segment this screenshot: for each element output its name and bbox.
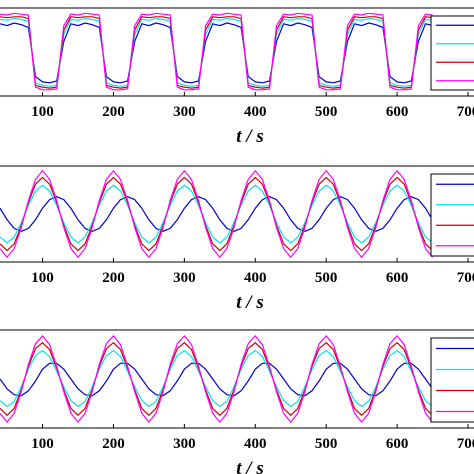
- legend-box: [430, 337, 474, 423]
- x-axis-label: t / s: [236, 292, 263, 313]
- series-line: [0, 341, 433, 417]
- x-tick-label: 200: [102, 270, 125, 286]
- x-tick-label: 300: [173, 270, 196, 286]
- series-line: [0, 196, 434, 232]
- x-tick-label: 700: [457, 270, 474, 286]
- x-tick-label: 300: [173, 104, 196, 120]
- series-line: [0, 17, 433, 87]
- x-tick-label: 400: [244, 270, 267, 286]
- series-line: [0, 334, 433, 424]
- series-line: [0, 169, 433, 259]
- x-tick-label: 500: [315, 270, 338, 286]
- series-line: [0, 362, 433, 397]
- x-tick-label: 200: [102, 104, 125, 120]
- x-tick-label: 400: [244, 436, 267, 452]
- x-axis-label: t / s: [236, 126, 263, 147]
- x-tick-label: 700: [457, 104, 474, 120]
- series-line: [0, 16, 433, 89]
- x-tick-label: 100: [31, 270, 54, 286]
- panel: 100 200 300 400 500 600 700 t / s: [0, 7, 474, 147]
- series-line: [0, 12, 433, 91]
- panel: 100 200 300 400 500 600 700 t / s: [0, 165, 474, 313]
- x-tick-label: 600: [386, 270, 409, 286]
- series-line: [0, 176, 433, 252]
- x-tick-label: 100: [31, 104, 54, 120]
- x-tick-label: 700: [457, 436, 474, 452]
- x-tick-label: 600: [386, 436, 409, 452]
- x-tick-label: 200: [102, 436, 125, 452]
- x-tick-label: 500: [315, 104, 338, 120]
- x-tick-label: 600: [386, 104, 409, 120]
- x-axis-label: t / s: [236, 458, 263, 474]
- panel: 100 200 300 400 500 600 700 t / s: [0, 329, 474, 474]
- legend-box: [430, 15, 474, 91]
- x-tick-label: 500: [315, 436, 338, 452]
- series-line: [0, 349, 433, 408]
- x-tick-label: 300: [173, 436, 196, 452]
- legend-box: [430, 173, 474, 257]
- series-line: [0, 22, 433, 84]
- x-tick-label: 400: [244, 104, 267, 120]
- x-tick-label: 100: [31, 436, 54, 452]
- series-line: [0, 184, 433, 244]
